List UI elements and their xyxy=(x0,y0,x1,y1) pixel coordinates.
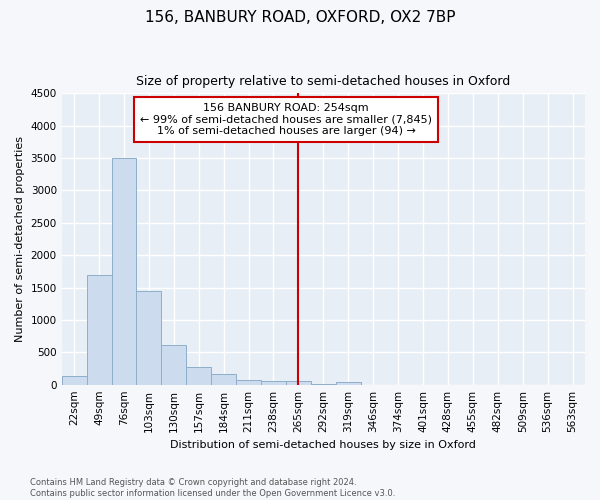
Text: Contains HM Land Registry data © Crown copyright and database right 2024.
Contai: Contains HM Land Registry data © Crown c… xyxy=(30,478,395,498)
Bar xyxy=(136,291,161,384)
Text: 156 BANBURY ROAD: 254sqm
← 99% of semi-detached houses are smaller (7,845)
1% of: 156 BANBURY ROAD: 254sqm ← 99% of semi-d… xyxy=(140,103,432,136)
Bar xyxy=(62,376,86,384)
Y-axis label: Number of semi-detached properties: Number of semi-detached properties xyxy=(15,136,25,342)
Bar xyxy=(236,380,261,384)
Bar xyxy=(186,367,211,384)
Title: Size of property relative to semi-detached houses in Oxford: Size of property relative to semi-detach… xyxy=(136,75,511,88)
Bar xyxy=(86,274,112,384)
Bar xyxy=(161,344,186,385)
Bar xyxy=(211,374,236,384)
Bar xyxy=(112,158,136,384)
Bar xyxy=(261,381,286,384)
Bar xyxy=(336,382,361,384)
Text: 156, BANBURY ROAD, OXFORD, OX2 7BP: 156, BANBURY ROAD, OXFORD, OX2 7BP xyxy=(145,10,455,25)
Bar xyxy=(286,382,311,384)
X-axis label: Distribution of semi-detached houses by size in Oxford: Distribution of semi-detached houses by … xyxy=(170,440,476,450)
